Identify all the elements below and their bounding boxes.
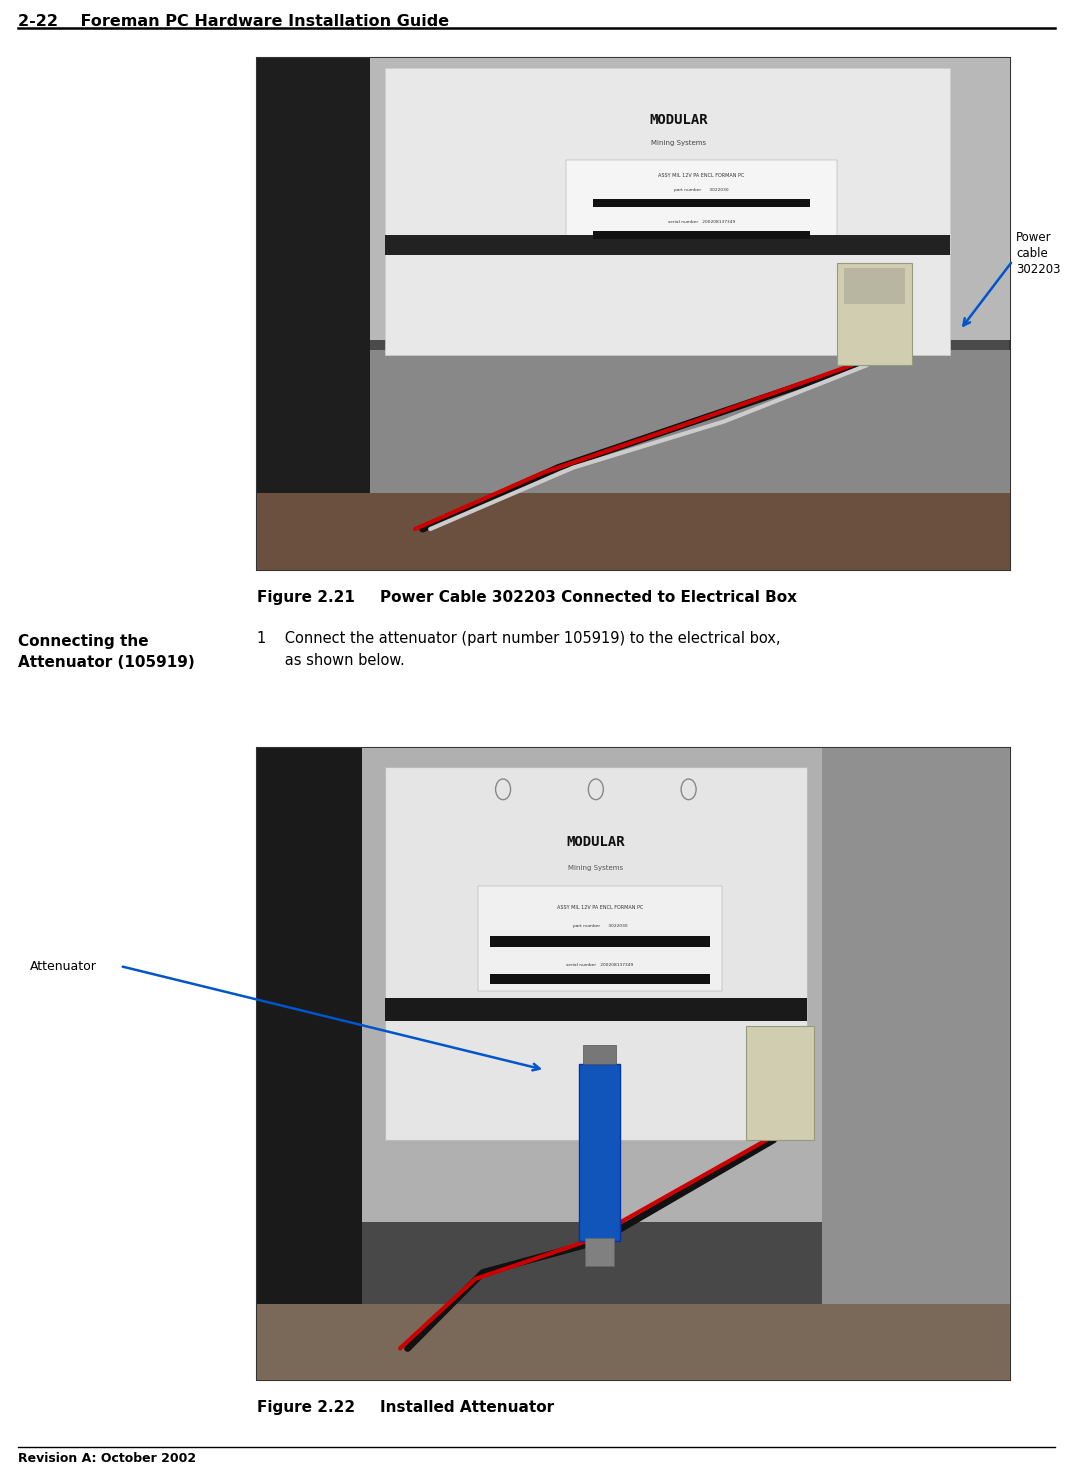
Text: Mining Systems: Mining Systems [569, 864, 623, 870]
Text: Attenuator: Attenuator [30, 960, 96, 972]
Bar [384, 68, 950, 354]
Bar [384, 235, 950, 254]
Text: Power
cable
302203: Power cable 302203 [1016, 230, 1060, 276]
Text: MODULAR: MODULAR [649, 112, 708, 127]
Text: Revision A: October 2002: Revision A: October 2002 [18, 1452, 196, 1465]
Bar [362, 747, 821, 1221]
Bar [257, 493, 1010, 570]
Text: Power Cable 302203 Connected to Electrical Box: Power Cable 302203 Connected to Electric… [380, 589, 797, 606]
Bar [593, 230, 810, 239]
Bar [746, 1027, 814, 1140]
Bar [257, 58, 1010, 570]
Text: serial number   200208137349: serial number 200208137349 [667, 220, 735, 225]
Text: part number      3022030: part number 3022030 [674, 188, 728, 192]
Text: Figure 2.21: Figure 2.21 [257, 589, 355, 606]
Bar [478, 886, 722, 991]
Text: Connecting the
Attenuator (105919): Connecting the Attenuator (105919) [18, 634, 195, 671]
Text: 1    Connect the attenuator (part number 105919) to the electrical box,
      as: 1 Connect the attenuator (part number 10… [257, 631, 781, 668]
Bar [844, 267, 905, 304]
Bar [257, 747, 362, 1380]
Bar [593, 199, 810, 207]
Text: Figure 2.22: Figure 2.22 [257, 1400, 356, 1415]
Bar [257, 1304, 1010, 1380]
Text: Installed Attenuator: Installed Attenuator [380, 1400, 555, 1415]
Text: Mining Systems: Mining Systems [651, 140, 706, 146]
Bar [491, 973, 710, 985]
Bar [369, 350, 1010, 493]
Text: part number      3022030: part number 3022030 [573, 925, 628, 928]
Bar [836, 263, 912, 365]
Text: 2-22    Foreman PC Hardware Installation Guide: 2-22 Foreman PC Hardware Installation Gu… [18, 13, 449, 30]
Bar [585, 1238, 614, 1266]
Bar [384, 767, 806, 1140]
Text: ASSY MIL 12V PA ENCL FORMAN PC: ASSY MIL 12V PA ENCL FORMAN PC [557, 905, 644, 910]
Text: ASSY MIL 12V PA ENCL FORMAN PC: ASSY MIL 12V PA ENCL FORMAN PC [659, 173, 744, 177]
Bar [583, 1046, 616, 1063]
Bar [384, 998, 806, 1021]
Text: serial number   200208137349: serial number 200208137349 [567, 963, 634, 966]
Bar [257, 747, 1010, 1380]
Bar [821, 747, 1010, 1380]
Bar [369, 58, 1010, 340]
Text: MODULAR: MODULAR [567, 835, 625, 848]
Bar [491, 936, 710, 947]
Bar [257, 58, 369, 570]
Bar [579, 1063, 620, 1241]
Bar [565, 160, 836, 247]
